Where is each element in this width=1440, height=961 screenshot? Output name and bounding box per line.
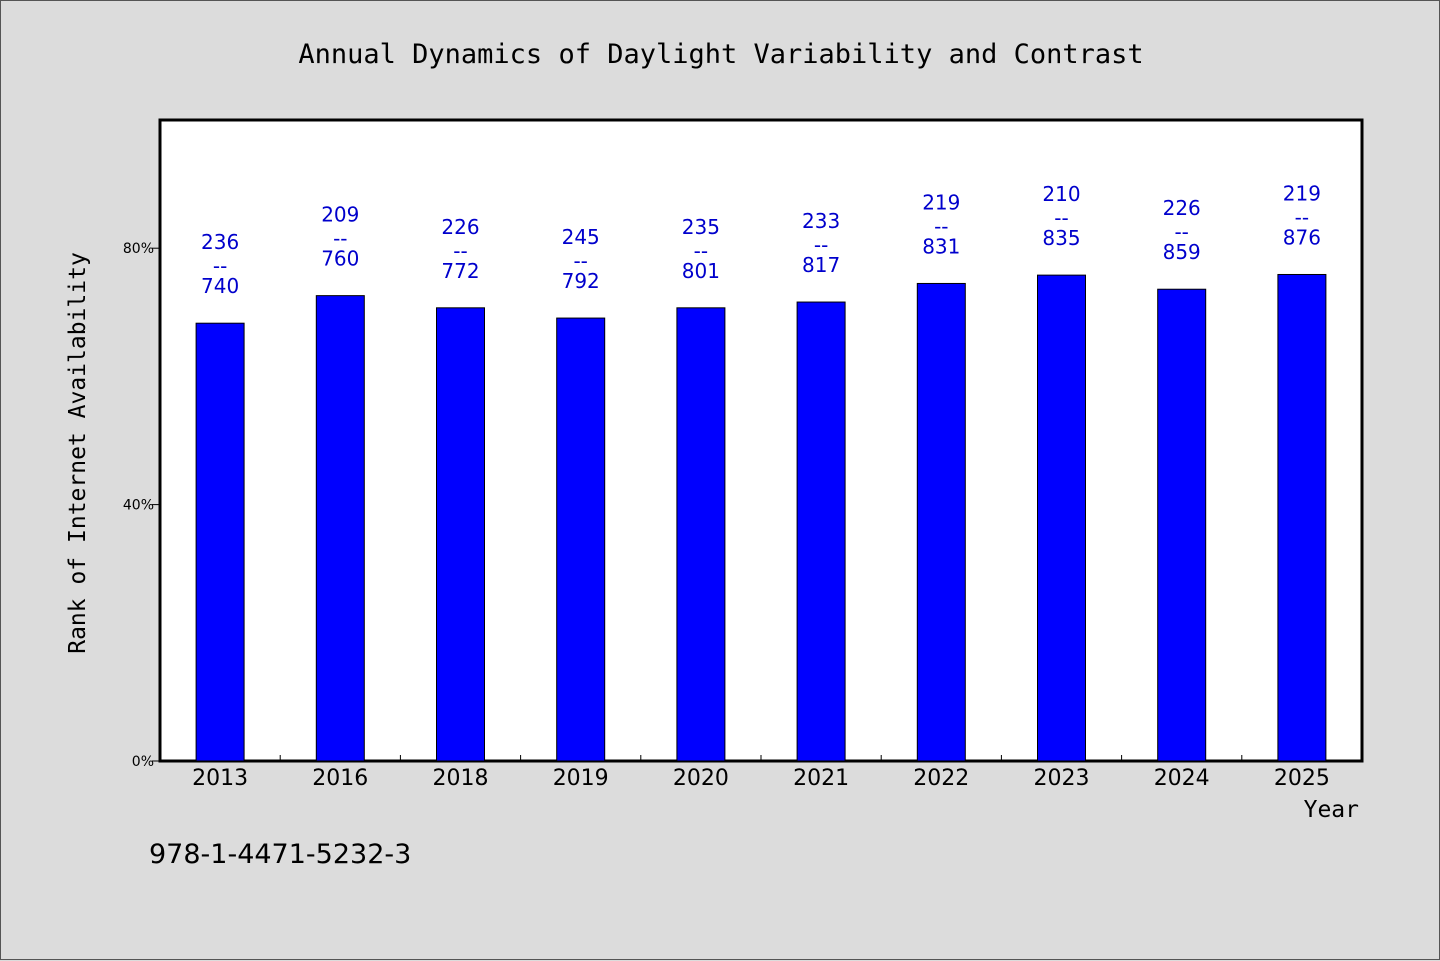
- x-tick-label: 2021: [793, 766, 849, 791]
- data-label-bottom: 801: [682, 259, 720, 283]
- data-label-bottom: 835: [1042, 226, 1080, 250]
- x-tick-label: 2025: [1274, 766, 1330, 791]
- bar: [1277, 273, 1327, 762]
- x-tick-label: 2024: [1154, 766, 1210, 791]
- data-label-top: 245: [562, 225, 600, 249]
- data-label-top: 209: [321, 203, 359, 227]
- data-label-separator: --: [1295, 205, 1309, 229]
- data-label-bottom: 772: [441, 259, 479, 283]
- data-label-separator: --: [1174, 220, 1188, 244]
- x-axis-title: Year: [1304, 797, 1359, 823]
- data-label-bottom: 792: [562, 269, 600, 293]
- y-axis-title: Rank of Internet Availability: [65, 252, 91, 654]
- y-tick-label: 40%: [123, 498, 154, 514]
- y-axis: 0% 40% 80%: [123, 241, 160, 770]
- bar: [1157, 288, 1207, 762]
- x-axis: 2013 2016 2018 2019 2020 2021 2022 2023 2024 2025: [192, 755, 1330, 791]
- bar: [195, 322, 245, 762]
- data-label-top: 233: [802, 209, 840, 233]
- data-label-separator: --: [453, 239, 467, 263]
- data-label-top: 236: [201, 230, 239, 254]
- data-label-separator: --: [213, 254, 227, 278]
- bar: [796, 301, 846, 762]
- bar: [315, 295, 365, 762]
- data-label-top: 219: [922, 190, 960, 214]
- x-tick-label: 2018: [433, 766, 489, 791]
- x-tick-label: 2020: [673, 766, 729, 791]
- data-label-bottom: 831: [922, 234, 960, 258]
- data-label-separator: --: [814, 233, 828, 257]
- data-label-bottom: 876: [1283, 225, 1321, 249]
- data-label-top: 219: [1283, 181, 1321, 205]
- bar: [676, 307, 726, 762]
- data-label-separator: --: [1054, 206, 1068, 230]
- data-label-separator: --: [934, 214, 948, 238]
- bars: [195, 273, 1327, 762]
- data-label-top: 210: [1042, 182, 1080, 206]
- x-tick-label: 2019: [553, 766, 609, 791]
- x-tick-label: 2013: [192, 766, 248, 791]
- data-label-separator: --: [333, 227, 347, 251]
- bar: [1037, 274, 1086, 762]
- bar: [556, 317, 606, 762]
- data-label-separator: --: [694, 239, 708, 263]
- bar: [436, 307, 485, 762]
- data-label-top: 226: [1163, 196, 1201, 220]
- data-label-bottom: 760: [321, 247, 359, 271]
- x-tick-label: 2022: [913, 766, 969, 791]
- data-label-bottom: 859: [1163, 240, 1201, 264]
- data-label-top: 226: [441, 215, 479, 239]
- data-label-bottom: 740: [201, 274, 239, 298]
- data-labels: 740--236760--209772--226792--245801--235…: [201, 181, 1321, 298]
- y-tick-label: 0%: [132, 754, 154, 770]
- bar: [916, 282, 966, 762]
- data-label-top: 235: [682, 215, 720, 239]
- data-label-separator: --: [573, 249, 587, 273]
- chart-title: Annual Dynamics of Daylight Variability …: [298, 39, 1143, 70]
- y-tick-label: 80%: [123, 241, 154, 257]
- data-label-bottom: 817: [802, 253, 840, 277]
- x-tick-label: 2016: [312, 766, 368, 791]
- x-tick-label: 2023: [1034, 766, 1090, 791]
- isbn-footer: 978-1-4471-5232-3: [149, 839, 411, 870]
